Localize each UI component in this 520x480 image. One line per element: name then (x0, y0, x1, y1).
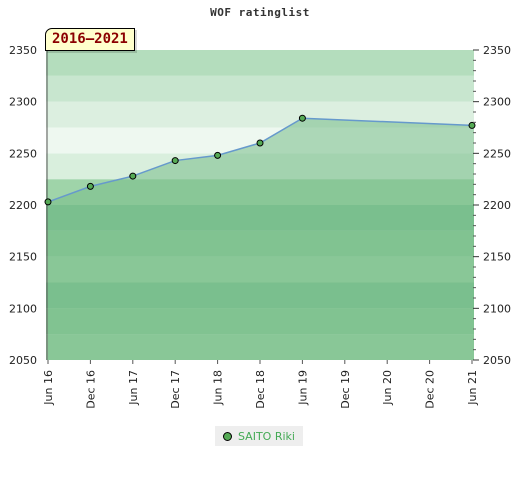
x-tick-label: Jun 18 (212, 370, 225, 406)
y-tick-label-left: 2250 (9, 147, 37, 160)
x-tick-label: Jun 16 (42, 370, 55, 406)
x-tick-label: Dec 20 (424, 370, 437, 409)
y-tick-label-right: 2100 (483, 302, 511, 315)
y-tick-label-left: 2050 (9, 354, 37, 367)
legend[interactable]: SAITO Riki (215, 426, 303, 446)
x-tick-label: Jun 21 (466, 370, 479, 406)
data-point (44, 198, 52, 206)
legend-marker-icon (223, 431, 232, 441)
y-tick-label-right: 2150 (483, 251, 511, 264)
x-tick-label: Jun 17 (127, 370, 140, 406)
period-badge: 2016–2021 (45, 28, 135, 51)
x-tick-label: Dec 19 (339, 370, 352, 409)
grid-band (46, 50, 474, 76)
x-tick-label: Jun 19 (296, 370, 309, 406)
data-point (468, 121, 476, 129)
x-tick-label: Jun 20 (381, 370, 394, 406)
y-tick-label-left: 2100 (9, 302, 37, 315)
y-tick-label-left: 2300 (9, 96, 37, 109)
chart-title: WOF ratinglist (210, 6, 310, 19)
x-tick-label: Dec 18 (254, 370, 267, 409)
x-tick-label: Dec 17 (169, 370, 182, 409)
legend-label: SAITO Riki (238, 429, 295, 443)
y-tick-label-right: 2250 (483, 147, 511, 160)
y-tick-label-right: 2200 (483, 199, 511, 212)
y-tick-label-left: 2200 (9, 199, 37, 212)
data-point (214, 151, 222, 159)
y-tick-label-right: 2300 (483, 96, 511, 109)
series-area (48, 118, 474, 360)
data-point (256, 139, 264, 147)
y-tick-label-right: 2050 (483, 354, 511, 367)
data-point (129, 172, 137, 180)
y-tick-label-left: 2150 (9, 251, 37, 264)
y-tick-label-right: 2350 (483, 44, 511, 57)
data-point (298, 114, 306, 122)
y-tick-label-left: 2350 (9, 44, 37, 57)
data-point (86, 182, 94, 190)
x-tick-label: Dec 16 (84, 370, 97, 409)
data-point (171, 157, 179, 165)
grid-band (46, 75, 474, 102)
